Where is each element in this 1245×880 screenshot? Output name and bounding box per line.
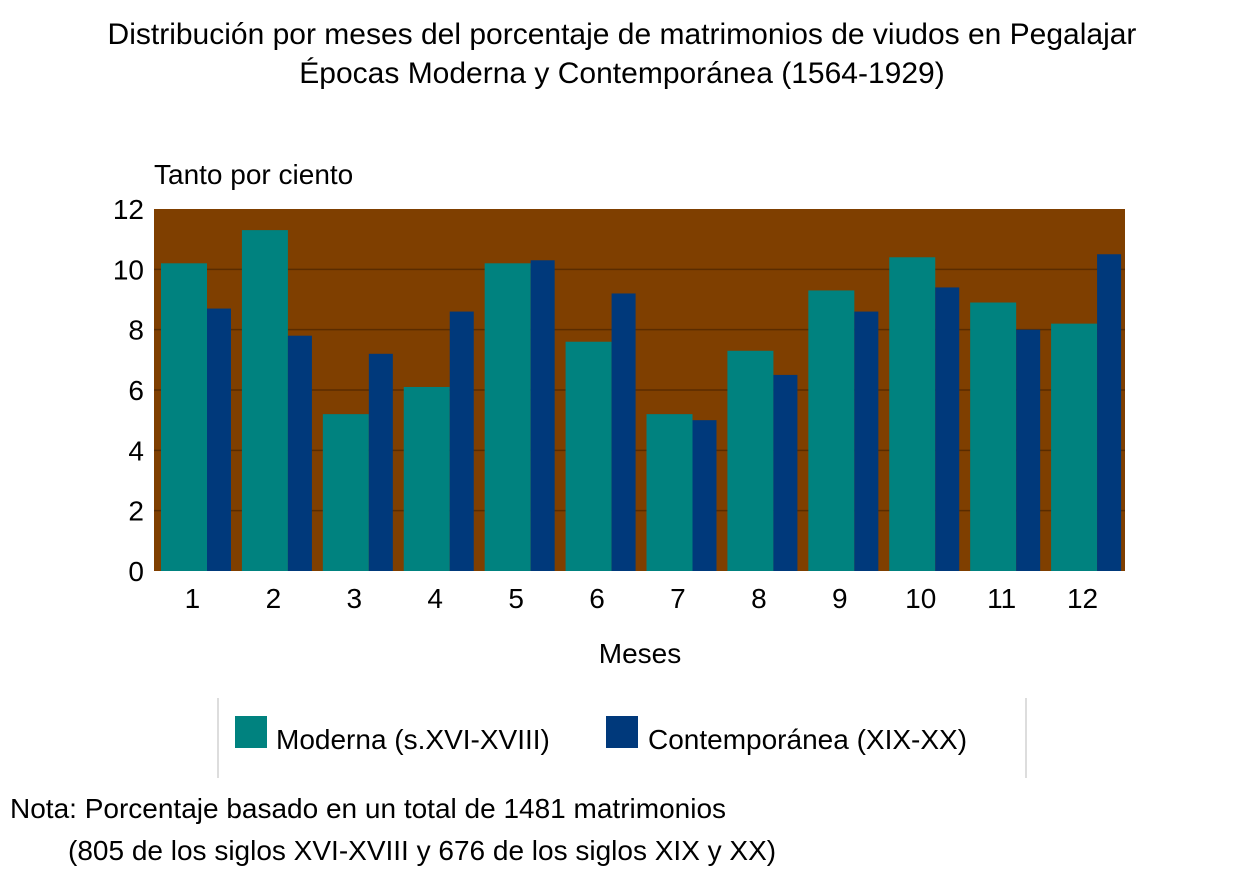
bar-contemporanea bbox=[692, 420, 717, 571]
legend-swatch bbox=[606, 716, 638, 748]
x-tick-label: 8 bbox=[751, 583, 767, 614]
note-line-2: (805 de los siglos XVI-XVIII y 676 de lo… bbox=[68, 835, 776, 866]
bar-moderna bbox=[646, 414, 693, 571]
bar-contemporanea bbox=[1016, 329, 1041, 571]
bar-moderna bbox=[241, 230, 288, 571]
chart-title: Distribución por meses del porcentaje de… bbox=[108, 18, 1137, 51]
bar-contemporanea bbox=[854, 311, 879, 571]
y-axis-label: Tanto por ciento bbox=[154, 159, 353, 190]
legend-label: Moderna (s.XVI-XVIII) bbox=[276, 724, 550, 755]
y-tick-label: 10 bbox=[113, 254, 144, 285]
bar-moderna bbox=[484, 263, 531, 571]
bar-contemporanea bbox=[773, 374, 798, 571]
bar-contemporanea bbox=[449, 311, 474, 571]
y-tick-label: 12 bbox=[113, 194, 144, 225]
legend-label: Contemporánea (XIX-XX) bbox=[648, 724, 967, 755]
y-tick-label: 0 bbox=[128, 556, 144, 587]
x-tick-label: 9 bbox=[832, 583, 848, 614]
x-tick-label: 7 bbox=[670, 583, 686, 614]
bar-moderna bbox=[403, 386, 450, 571]
y-tick-label: 4 bbox=[128, 435, 144, 466]
bar-moderna bbox=[727, 350, 774, 571]
x-tick-label: 6 bbox=[589, 583, 605, 614]
y-tick-label: 8 bbox=[128, 315, 144, 346]
bar-contemporanea bbox=[611, 293, 636, 571]
y-tick-label: 2 bbox=[128, 496, 144, 527]
bar-contemporanea bbox=[935, 287, 960, 571]
bar-contemporanea bbox=[530, 260, 555, 571]
x-tick-label: 12 bbox=[1067, 583, 1098, 614]
bar-moderna bbox=[161, 263, 207, 571]
bar-moderna bbox=[970, 302, 1017, 571]
x-axis-label: Meses bbox=[599, 638, 681, 669]
x-tick-label: 10 bbox=[905, 583, 936, 614]
bar-moderna bbox=[889, 257, 936, 571]
legend: Moderna (s.XVI-XVIII) Contemporánea (XIX-… bbox=[217, 698, 1027, 778]
note-line-1: Nota: Porcentaje basado en un total de 1… bbox=[10, 793, 726, 824]
y-tick-label: 6 bbox=[128, 375, 144, 406]
bar-contemporanea bbox=[207, 308, 231, 571]
x-tick-label: 3 bbox=[347, 583, 363, 614]
legend-swatch bbox=[235, 716, 267, 748]
x-tick-label: 11 bbox=[987, 583, 1016, 614]
bar-moderna bbox=[808, 290, 855, 571]
bar-moderna bbox=[1051, 323, 1098, 571]
x-tick-label: 5 bbox=[508, 583, 524, 614]
x-tick-label: 1 bbox=[185, 583, 201, 614]
x-tick-label: 2 bbox=[266, 583, 282, 614]
x-tick-label: 4 bbox=[427, 583, 443, 614]
bar-contemporanea bbox=[368, 353, 393, 571]
chart-subtitle: Épocas Moderna y Contemporánea (1564-192… bbox=[299, 57, 944, 90]
bar-moderna bbox=[322, 414, 369, 571]
bar-contemporanea bbox=[287, 335, 312, 571]
bar-moderna bbox=[565, 341, 612, 571]
bar-contemporanea bbox=[1097, 254, 1122, 571]
